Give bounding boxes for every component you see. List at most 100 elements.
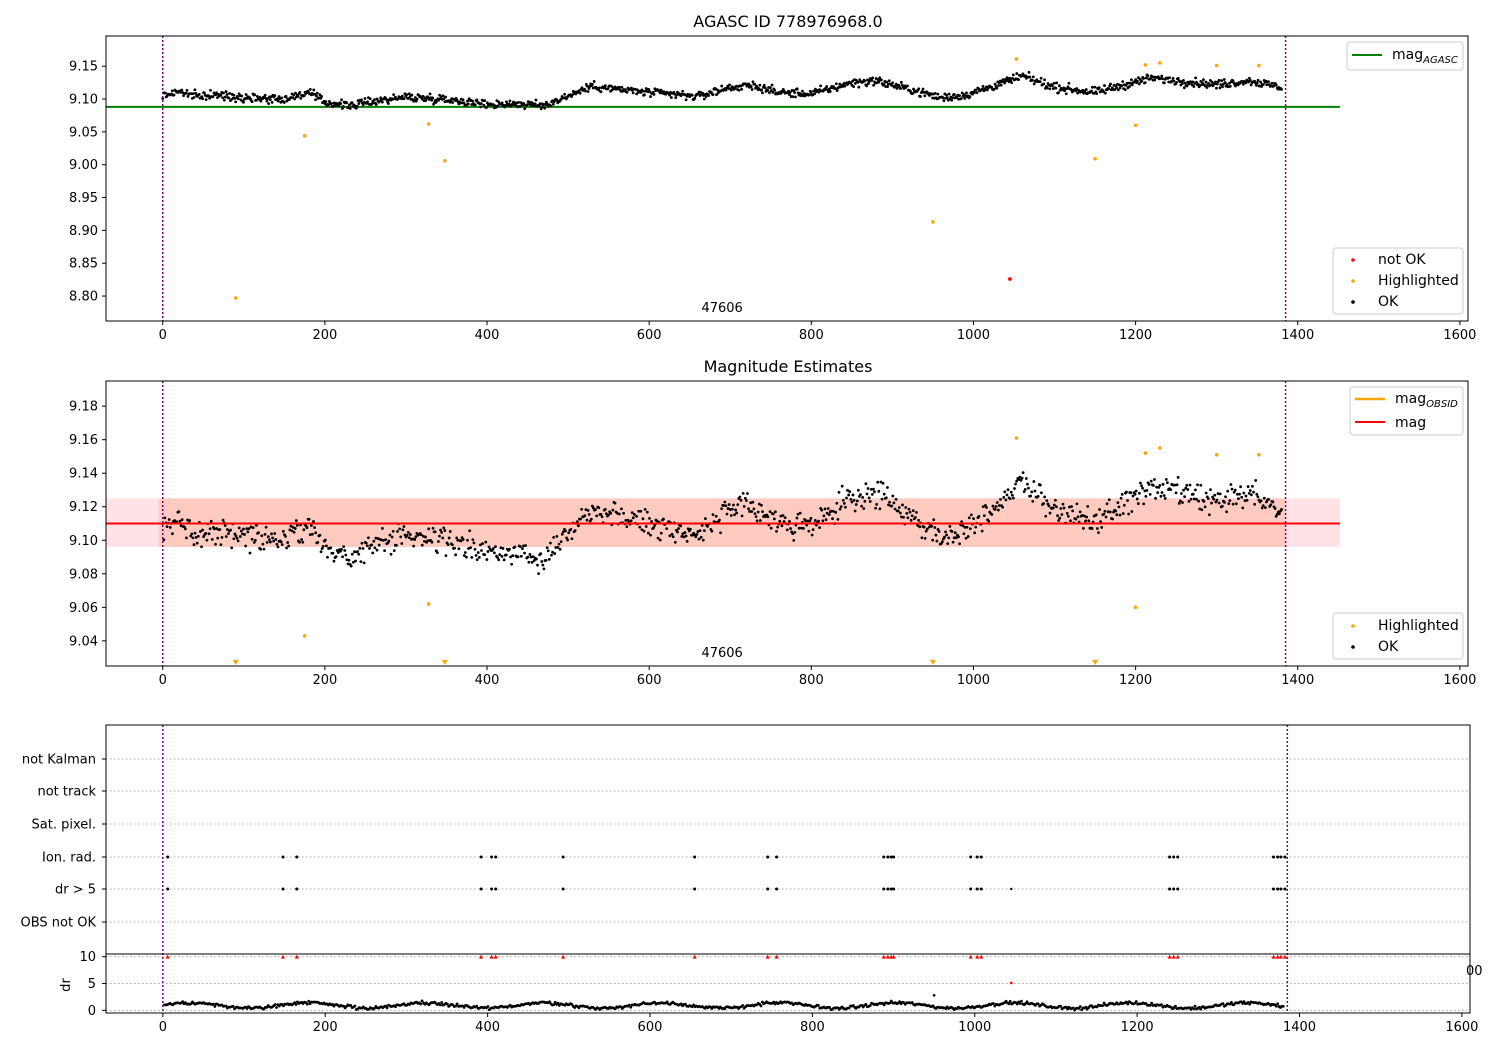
ok-point	[1042, 82, 1046, 86]
ok-point	[723, 500, 727, 504]
ok-point	[244, 93, 248, 96]
ok-point	[236, 539, 240, 543]
ok-point	[290, 529, 294, 533]
ok-point	[339, 102, 343, 106]
ok-point	[214, 542, 217, 546]
ok-point	[486, 550, 490, 553]
flag-category-label: Ion. rad.	[42, 851, 96, 866]
ok-point	[1124, 84, 1128, 87]
ok-point	[1135, 497, 1139, 501]
ok-point	[398, 527, 402, 531]
ok-point	[1018, 475, 1022, 479]
highlighted-point	[1214, 452, 1219, 457]
ok-point	[835, 501, 839, 505]
ok-point	[1255, 81, 1259, 85]
ok-point	[523, 107, 527, 111]
ok-point	[1241, 82, 1245, 86]
dr-point	[1008, 1000, 1012, 1003]
ok-point	[218, 528, 222, 531]
ok-point	[1097, 531, 1100, 535]
dr-point	[828, 1006, 831, 1009]
ok-point	[1270, 81, 1274, 85]
dr-point	[305, 1002, 309, 1006]
ok-point	[424, 99, 428, 103]
ok-point	[313, 526, 316, 529]
ok-point	[281, 529, 285, 533]
ok-point	[1031, 499, 1035, 503]
ok-point	[534, 98, 538, 102]
ok-point	[607, 513, 610, 517]
ok-point	[1062, 506, 1066, 510]
ok-point	[999, 497, 1002, 501]
panel-2-title: Magnitude Estimates	[704, 357, 873, 376]
flag-point	[1276, 855, 1280, 859]
ok-point	[853, 509, 857, 513]
dr-point	[1059, 1004, 1063, 1008]
ok-point	[789, 527, 792, 530]
ok-point	[347, 558, 351, 562]
ok-point	[1085, 515, 1089, 519]
ok-point	[235, 536, 239, 540]
ok-point	[1103, 84, 1106, 87]
panel-2-legend-lines: magOBSID mag	[1349, 386, 1464, 436]
highlighted-point	[931, 220, 935, 224]
ok-point	[613, 501, 617, 505]
ok-point	[385, 98, 389, 102]
ok-point	[917, 518, 921, 522]
dr-point	[307, 999, 311, 1003]
dr-clipped-marker	[1171, 954, 1176, 959]
ok-point	[682, 535, 686, 539]
dr-point	[1248, 1002, 1252, 1006]
dr-point	[552, 1003, 556, 1006]
ok-point	[1271, 500, 1275, 504]
ok-point	[178, 519, 182, 523]
ok-point	[1174, 491, 1178, 495]
ok-point	[329, 546, 333, 550]
flag-point	[1172, 855, 1176, 859]
dr-clipped-marker	[1167, 954, 1172, 959]
flag-category-label: not track	[37, 785, 96, 800]
ok-point	[309, 524, 313, 527]
ok-point	[480, 549, 483, 552]
ok-point	[396, 530, 399, 533]
ok-point	[1255, 492, 1259, 496]
panel-1-y-axis: 8.80 8.85 8.90 8.95 9.00 9.05 9.10 9.15	[69, 60, 106, 305]
ok-point	[941, 96, 945, 100]
x-tick-label: 400	[475, 1020, 500, 1035]
ok-point	[700, 524, 704, 527]
dr-point	[1025, 1000, 1029, 1004]
dr-point	[1242, 1000, 1246, 1004]
ok-point	[405, 533, 409, 537]
ok-point	[461, 98, 465, 102]
ok-point	[237, 526, 241, 530]
dr-point	[1071, 1006, 1075, 1010]
ok-point	[807, 529, 811, 533]
ok-point	[652, 92, 656, 96]
ok-point	[526, 555, 530, 559]
dr-point	[275, 1006, 278, 1009]
ok-point	[637, 509, 641, 513]
ok-point	[985, 506, 988, 509]
dr-point	[181, 1000, 185, 1004]
ok-point	[204, 98, 208, 102]
x-tick-label: 800	[799, 673, 824, 688]
ok-point	[219, 543, 223, 547]
ok-point	[321, 545, 325, 548]
ok-point	[365, 544, 369, 548]
ok-point	[291, 525, 295, 529]
ok-point	[537, 572, 540, 576]
ok-point	[1004, 498, 1008, 502]
ok-point	[882, 492, 886, 496]
ok-point	[1078, 510, 1082, 514]
ok-point	[725, 512, 729, 516]
ok-point	[349, 564, 353, 568]
ok-point	[1045, 499, 1049, 503]
ok-point	[1182, 488, 1185, 492]
ok-point	[1215, 498, 1219, 502]
ok-point	[1280, 87, 1283, 91]
ok-point	[341, 105, 345, 108]
ok-point	[856, 488, 860, 492]
ok-point	[1100, 526, 1104, 529]
ok-point	[1256, 495, 1260, 499]
ok-point	[451, 101, 455, 104]
